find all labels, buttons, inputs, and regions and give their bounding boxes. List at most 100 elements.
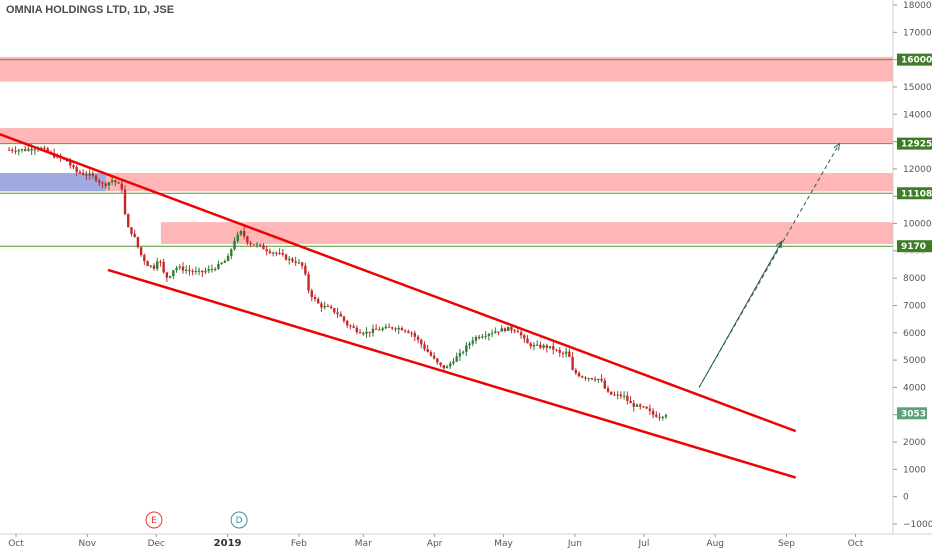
candle-body (523, 335, 526, 339)
candle-body (423, 344, 426, 350)
candle-body (265, 249, 268, 252)
x-tick-label: Oct (848, 539, 864, 549)
candle-body (313, 297, 317, 300)
candle-body (226, 256, 230, 261)
candle-body (165, 272, 169, 278)
candle-body (233, 240, 236, 250)
candle-body (632, 403, 635, 407)
candle-body (304, 265, 307, 275)
candle-body (391, 327, 394, 329)
candle-body (606, 388, 610, 392)
x-tick-label: 2019 (214, 538, 242, 549)
event-marker-e[interactable] (145, 511, 163, 529)
candle-body (545, 345, 549, 348)
candle-body (185, 269, 188, 271)
candle-body (101, 182, 104, 184)
candle-body (194, 270, 198, 272)
candle-body (622, 395, 626, 397)
projection-arrow-dashed[interactable] (698, 143, 840, 388)
candle-body (146, 261, 149, 267)
level-badge (897, 240, 932, 253)
candle-body (294, 261, 297, 263)
candle-body (329, 306, 333, 309)
candle-body (426, 349, 429, 353)
x-tick-label: Aug (706, 539, 724, 549)
candle-body (558, 350, 561, 353)
candle-body (542, 345, 545, 348)
candle-body (239, 231, 243, 235)
candle-body (626, 395, 629, 401)
event-marker-d[interactable] (230, 511, 248, 529)
candle-body (584, 377, 587, 379)
candle-body (207, 269, 210, 271)
candle-body (439, 362, 442, 366)
candle-body (342, 316, 346, 321)
event-label: D (236, 516, 243, 526)
level-badge-label: 12925 (901, 140, 932, 150)
candle-body (449, 363, 452, 367)
y-tick-label: 1000 (903, 465, 926, 475)
candle-body (98, 180, 101, 183)
candle-body (494, 331, 497, 334)
candle-body (72, 165, 75, 168)
candle-body (143, 255, 146, 262)
candle-body (468, 343, 471, 346)
y-tick-label: 14000 (903, 110, 932, 120)
candle-body (445, 366, 449, 369)
price-axis[interactable]: 1800017000160001500014000130001200011000… (892, 0, 932, 534)
candle-body (346, 320, 349, 326)
candle-body (78, 171, 82, 174)
candle-body (236, 234, 239, 241)
candle-body (223, 260, 227, 263)
candle-body (104, 183, 107, 186)
candle-body (436, 358, 439, 363)
level-badge (897, 53, 932, 66)
candle-body (535, 344, 539, 346)
last-price-badge (897, 407, 927, 420)
candle-body (355, 327, 359, 333)
level-badge (897, 187, 932, 200)
candle-body (24, 149, 27, 151)
candle-body (326, 306, 330, 308)
candle-body (474, 336, 478, 341)
candle-body (600, 378, 603, 381)
drawings-layer (0, 132, 841, 479)
candle-body (478, 336, 481, 338)
candle-body (281, 252, 284, 255)
candle-body (262, 245, 265, 250)
candle-body (94, 175, 98, 181)
candle-body (513, 330, 516, 332)
candle-body (201, 270, 204, 273)
candle-body (571, 356, 574, 370)
candle-body (139, 247, 143, 256)
x-tick-label: Oct (8, 539, 24, 549)
y-tick-label: 2000 (903, 438, 926, 448)
candle-body (149, 265, 152, 267)
candle-body (323, 306, 326, 308)
candle-body (552, 346, 555, 350)
channel-upper-line[interactable] (0, 132, 797, 433)
candle-body (548, 346, 552, 348)
projection-arrow-solid[interactable] (698, 241, 783, 388)
candle-body (91, 173, 95, 176)
candle-body (378, 329, 381, 331)
x-tick-label: Jun (567, 539, 582, 549)
x-tick-label: Jul (637, 539, 649, 549)
candle-body (616, 394, 619, 396)
candle-body (429, 352, 433, 356)
candle-body (452, 361, 455, 364)
y-tick-label: 12000 (903, 165, 932, 175)
y-tick-label: 10000 (903, 220, 932, 230)
x-tick-label: Sep (778, 539, 795, 549)
candle-body (120, 183, 123, 190)
candle-body (339, 313, 342, 317)
candle-body (246, 236, 249, 243)
channel-lower-line[interactable] (107, 268, 797, 479)
candle-body (188, 269, 191, 272)
candle-body (526, 338, 529, 344)
time-axis[interactable]: Oct Nov Dec 2019 Feb Mar Apr May Jun Jul Aug Sep Oct (0, 533, 932, 549)
candle-body (507, 326, 510, 332)
candle-body (30, 148, 33, 151)
x-tick-label: May (494, 539, 513, 549)
